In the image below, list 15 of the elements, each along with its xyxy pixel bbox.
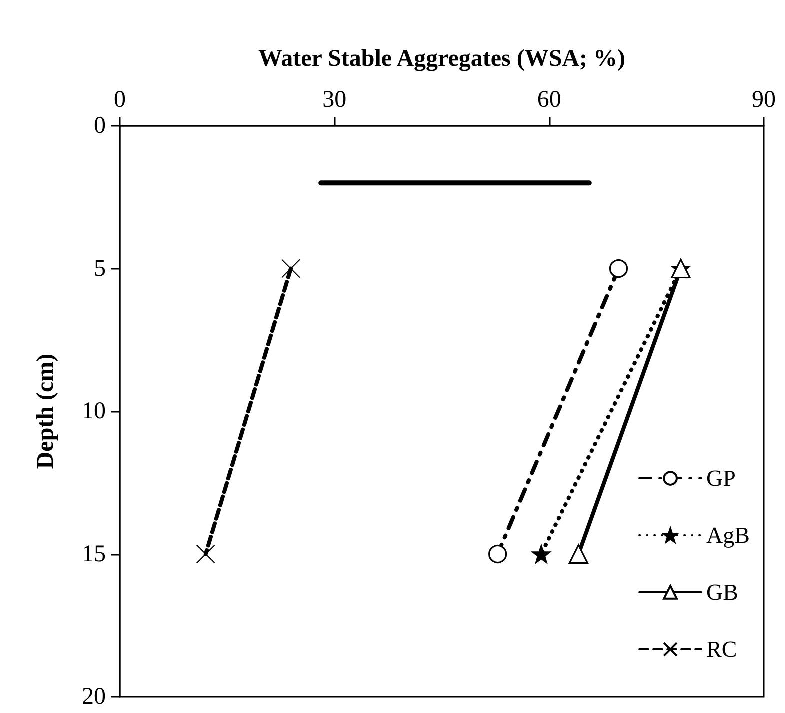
x-tick-label: 0 [114,87,126,113]
legend-label: GB [706,580,738,605]
y-tick-label: 0 [94,113,106,139]
y-tick-label: 20 [82,684,106,710]
x-tick-label: 90 [752,87,776,113]
x-axis-title: Water Stable Aggregates (WSA; %) [258,46,626,72]
legend-label: RC [706,637,738,662]
legend-label: GP [706,466,736,491]
x-tick-label: 60 [537,87,562,113]
y-axis-title: Depth (cm) [33,354,59,470]
y-tick-label: 15 [82,541,106,568]
legend-label: AgB [706,523,750,548]
y-tick-label: 10 [82,398,106,424]
x-tick-label: 30 [322,87,347,113]
y-tick-label: 5 [94,256,106,282]
